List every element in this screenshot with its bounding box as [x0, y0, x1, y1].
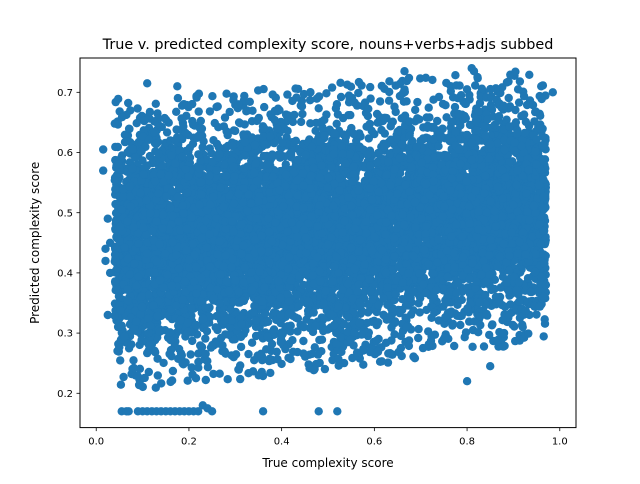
data-point [413, 97, 422, 107]
data-point [187, 363, 196, 372]
data-point [210, 118, 219, 128]
data-point [402, 97, 411, 106]
data-point [336, 92, 346, 102]
data-point [479, 342, 489, 351]
data-point [243, 106, 252, 115]
data-point [450, 341, 459, 351]
data-point [186, 350, 195, 359]
data-point [514, 98, 524, 107]
data-point [299, 336, 308, 346]
data-point [375, 97, 385, 106]
data-point [172, 107, 181, 117]
data-point [411, 105, 420, 115]
data-point [162, 128, 172, 137]
data-point [442, 78, 451, 88]
data-point [120, 130, 130, 139]
data-point [398, 295, 407, 304]
data-point [277, 359, 286, 369]
data-point [215, 369, 224, 378]
data-point [288, 336, 297, 345]
data-point [260, 124, 269, 133]
data-point [151, 99, 160, 109]
data-point [270, 138, 279, 148]
data-point [209, 136, 218, 145]
data-point [134, 380, 144, 390]
data-point [286, 321, 295, 330]
data-point [266, 368, 275, 378]
data-point [515, 77, 525, 86]
data-point [481, 290, 490, 300]
data-point [208, 340, 217, 350]
data-point [126, 106, 135, 115]
data-point [362, 318, 372, 328]
data-point [384, 96, 394, 105]
data-point [116, 380, 126, 389]
data-point [354, 88, 363, 98]
data-point [450, 102, 460, 112]
data-point [428, 75, 437, 85]
data-point [332, 100, 342, 109]
data-point [129, 356, 138, 365]
data-point [133, 104, 142, 113]
data-point [216, 333, 226, 343]
data-point [320, 364, 330, 374]
data-point [363, 111, 373, 121]
data-point [119, 372, 128, 382]
data-point [332, 119, 341, 128]
data-point [159, 358, 168, 368]
data-point [201, 334, 210, 343]
data-point [177, 351, 186, 360]
data-point [124, 98, 133, 108]
data-point [153, 354, 162, 363]
data-point [254, 86, 263, 95]
data-point [236, 342, 246, 352]
data-point [502, 78, 512, 87]
data-point [168, 366, 178, 376]
data-point [381, 338, 391, 347]
data-point [539, 332, 548, 341]
data-point [490, 284, 499, 294]
data-point [166, 377, 175, 387]
data-point [424, 327, 433, 336]
data-point [504, 93, 513, 103]
data-point [283, 126, 292, 136]
data-point [244, 349, 253, 359]
data-point [498, 316, 507, 325]
data-point [430, 330, 440, 339]
points-layer [99, 63, 557, 416]
data-point [344, 111, 353, 120]
data-point [208, 92, 217, 101]
data-point [448, 321, 457, 330]
data-point [441, 101, 450, 110]
data-point [366, 82, 375, 92]
data-point [390, 330, 399, 339]
